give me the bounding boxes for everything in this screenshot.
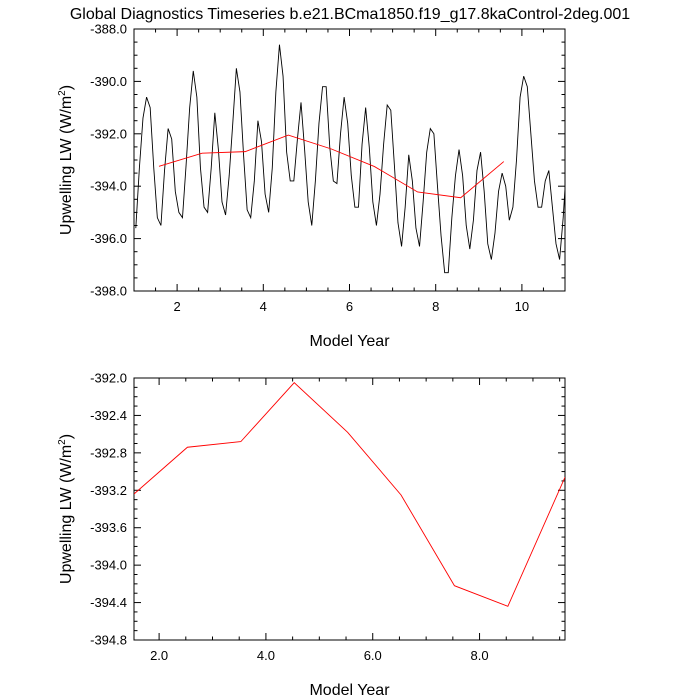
y-tick-label: -394.0 [90, 179, 127, 194]
x-tick-label: 2 [173, 299, 180, 314]
upper-panel: -388.0 -390.0 -392.0 -394.0 -396.0 -398.0 2 4 6 8… [57, 22, 566, 350]
series-line-annual [158, 134, 505, 199]
y-tick-label: -394.4 [90, 595, 127, 610]
series-line-monthly [135, 44, 565, 274]
y-tick-label: -390.0 [90, 74, 127, 89]
y-tick-label: -392.0 [90, 126, 127, 141]
y-tick-label: -394.0 [90, 558, 127, 573]
x-axis-label: Model Year [309, 682, 390, 699]
y-tick-label: -392.0 [90, 371, 127, 386]
series-line-annual [134, 382, 565, 607]
plot-frame [133, 377, 566, 641]
plot-frame [133, 28, 566, 292]
y-tick-label: -393.6 [90, 520, 127, 535]
y-axis-label: Upwelling LW (W/m2) [57, 85, 75, 235]
y-tick-label: -394.8 [90, 633, 127, 648]
y-axis-label: Upwelling LW (W/m2) [57, 434, 75, 584]
y-tick-label: -393.2 [90, 483, 127, 498]
x-tick-label: 6 [346, 299, 353, 314]
y-tick-label: -388.0 [90, 22, 127, 37]
x-tick-label: 4 [260, 299, 267, 314]
lower-panel: -392.0 -392.4 -392.8 -393.2 -393.6 -394.0 -394… [57, 371, 566, 699]
x-tick-label: 2.0 [150, 648, 168, 663]
y-tick-label: -396.0 [90, 231, 127, 246]
x-tick-label: 10 [515, 299, 529, 314]
y-tick-label: -392.4 [90, 408, 127, 423]
x-tick-label: 6.0 [364, 648, 382, 663]
y-tick-label: -398.0 [90, 284, 127, 299]
figure-title: Global Diagnostics Timeseries b.e21.BCma… [70, 6, 630, 23]
x-tick-label: 4.0 [257, 648, 275, 663]
x-axis-label: Model Year [309, 333, 390, 350]
x-tick-label: 8.0 [471, 648, 489, 663]
x-tick-label: 8 [432, 299, 439, 314]
y-tick-label: -392.8 [90, 445, 127, 460]
